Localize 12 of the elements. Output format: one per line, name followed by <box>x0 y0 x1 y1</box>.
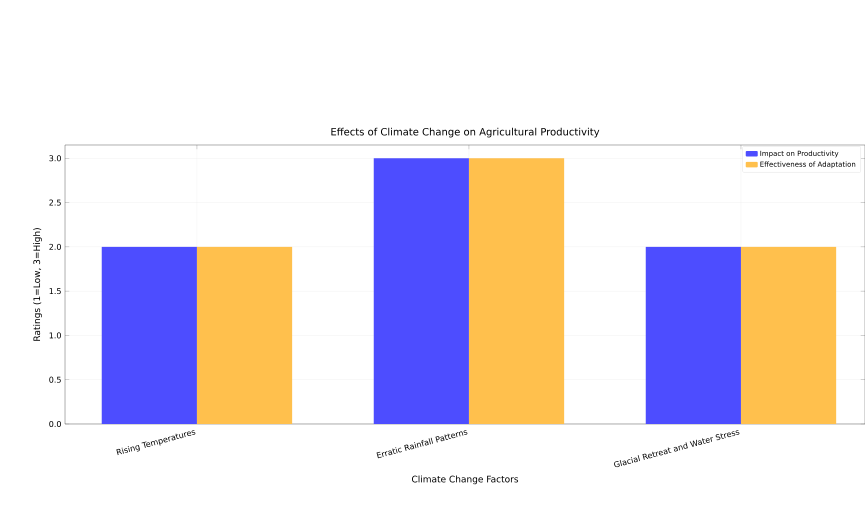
y-tick-label: 3.0 <box>49 155 61 162</box>
x-tick-label: Erratic Rainfall Patterns <box>376 430 468 458</box>
x-tick-label: Glacial Retreat and Water Stress <box>614 430 740 468</box>
y-tick-label: 1.0 <box>50 332 61 338</box>
x-axis-title: Climate Change Factors <box>412 476 518 484</box>
chart-title: Effects of Climate Change on Agricultural Productivity <box>331 128 600 138</box>
y-tick-label: 0.0 <box>49 420 61 428</box>
y-axis-title: Ratings (1=Low, 3=High) <box>33 228 42 341</box>
y-tick-label: 2.0 <box>49 244 61 250</box>
y-tick-label: 2.5 <box>49 200 61 206</box>
y-tick-label: 1.5 <box>50 288 61 294</box>
y-tick-label: 0.5 <box>49 376 61 383</box>
